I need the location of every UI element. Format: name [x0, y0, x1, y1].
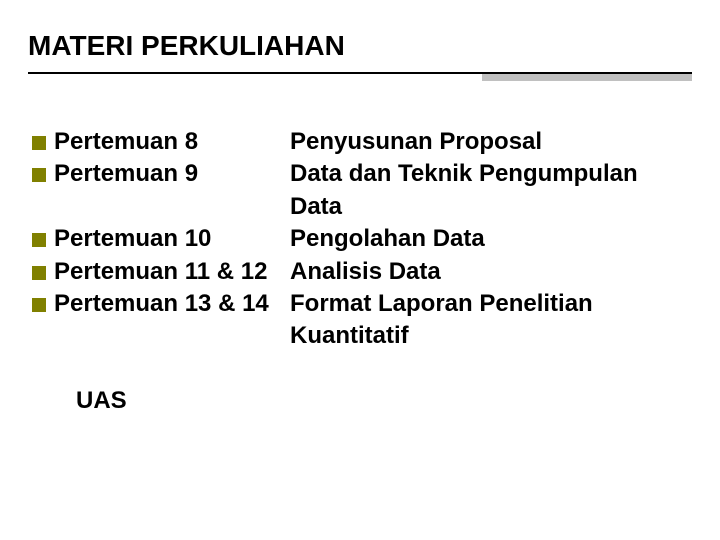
- item-right: Data dan Teknik Pengumpulan Data: [290, 158, 692, 223]
- footer-item: UAS: [32, 385, 692, 417]
- list-item: Pertemuan 9 Data dan Teknik Pengumpulan …: [32, 158, 692, 223]
- item-right: Format Laporan Penelitian Kuantitatif: [290, 288, 692, 353]
- item-left: Pertemuan 9: [54, 158, 290, 190]
- bullet-icon: [32, 298, 46, 312]
- bullet-icon: [32, 233, 46, 247]
- item-right: Pengolahan Data: [290, 223, 692, 255]
- title-rule: [28, 68, 692, 82]
- item-right: Penyusunan Proposal: [290, 126, 692, 158]
- item-right: Analisis Data: [290, 256, 692, 288]
- item-left: Pertemuan 10: [54, 223, 290, 255]
- list-item: Pertemuan 13 & 14 Format Laporan Penelit…: [32, 288, 692, 353]
- bullet-icon: [32, 168, 46, 182]
- list-item: Pertemuan 8 Penyusunan Proposal: [32, 126, 692, 158]
- slide: MATERI PERKULIAHAN Pertemuan 8 Penyusuna…: [0, 0, 720, 540]
- bullet-icon: [32, 136, 46, 150]
- content-list: Pertemuan 8 Penyusunan Proposal Pertemua…: [28, 126, 692, 417]
- list-item: Pertemuan 11 & 12 Analisis Data: [32, 256, 692, 288]
- footer-label: UAS: [76, 385, 127, 417]
- item-left: Pertemuan 11 & 12: [54, 256, 290, 288]
- list-item: Pertemuan 10 Pengolahan Data: [32, 223, 692, 255]
- bullet-icon: [32, 266, 46, 280]
- title-rule-shadow: [482, 74, 692, 81]
- item-left: Pertemuan 13 & 14: [54, 288, 290, 320]
- slide-title: MATERI PERKULIAHAN: [28, 30, 692, 62]
- item-left: Pertemuan 8: [54, 126, 290, 158]
